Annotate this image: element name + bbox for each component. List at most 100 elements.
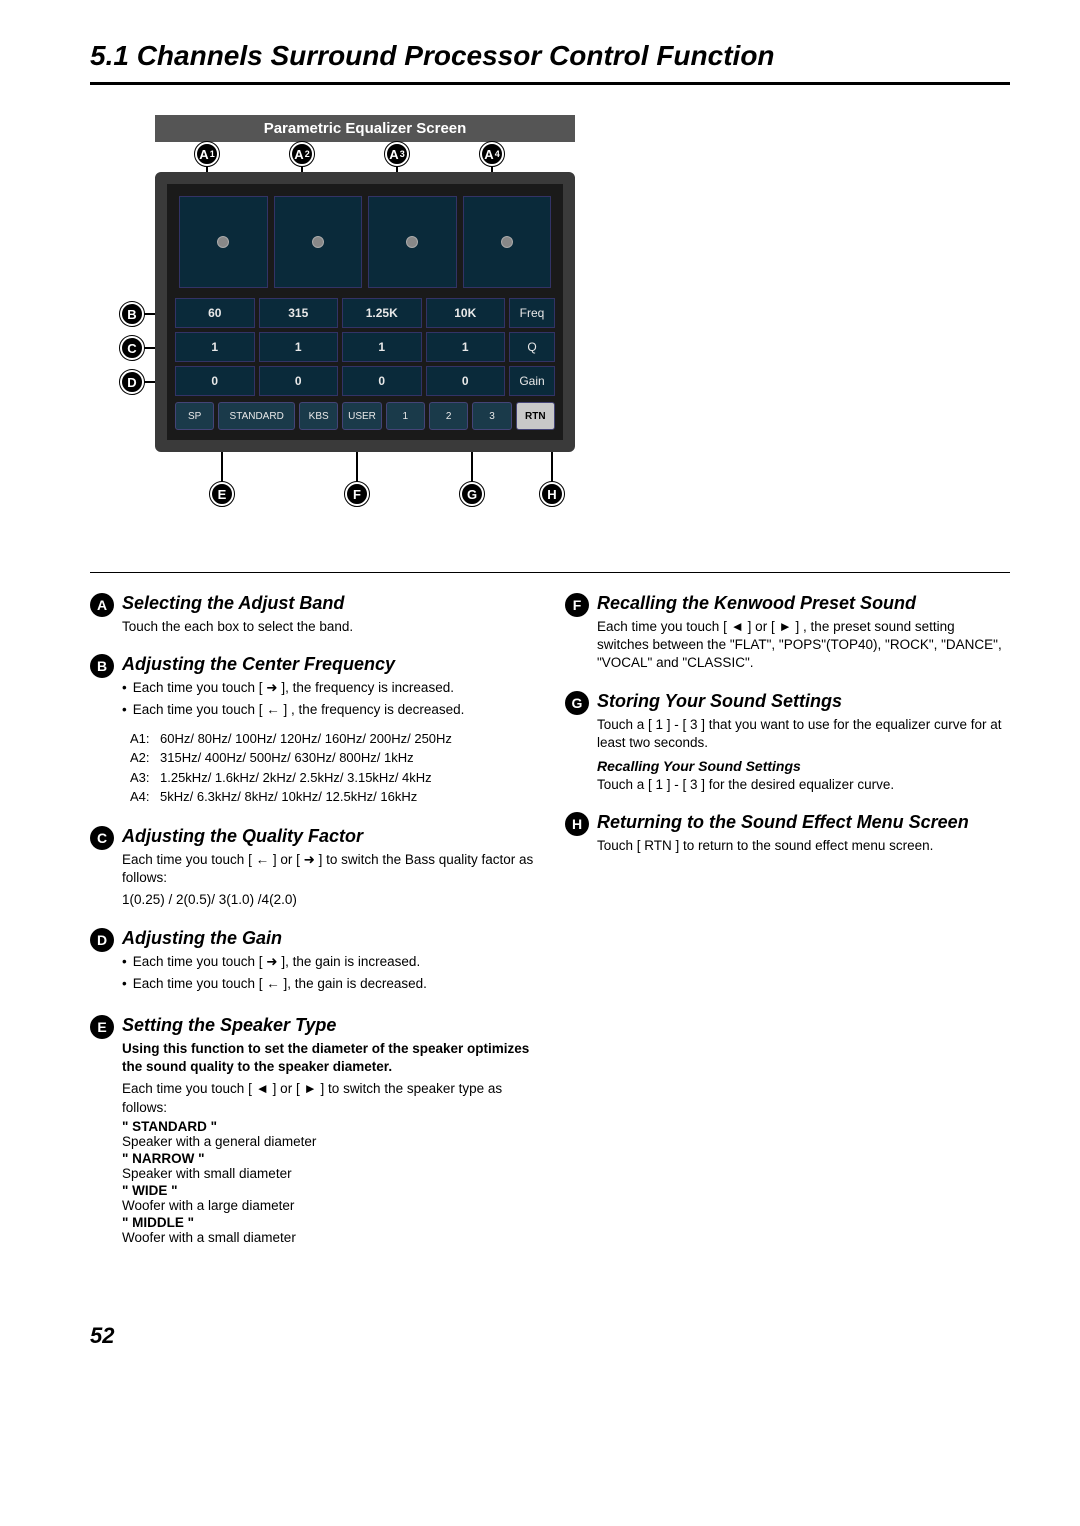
row-label: Freq [509,298,555,328]
badge-g: G [565,691,589,715]
gain-cell[interactable]: 0 [426,366,506,396]
section-divider [90,572,1010,573]
type-desc: Speaker with small diameter [122,1166,535,1181]
callout-d: D [120,370,144,394]
eq-band[interactable] [179,196,268,288]
freq-values: 1.25kHz/ 1.6kHz/ 2kHz/ 2.5kHz/ 3.15kHz/ … [160,769,432,787]
bullet-text: Each time you touch [ ➜ ], the gain is i… [133,953,420,971]
preset-3-button[interactable]: 3 [472,402,511,430]
section-e-intro: Using this function to set the diameter … [122,1040,535,1076]
eq-screen[interactable]: 60 315 1.25K 10K Freq 1 1 1 1 Q 0 0 0 [155,172,575,452]
freq-cell[interactable]: 60 [175,298,255,328]
page-number: 52 [90,1323,1010,1349]
badge-d: D [90,928,114,952]
section-h: H Returning to the Sound Effect Menu Scr… [565,812,1010,855]
section-e-title: Setting the Speaker Type [122,1015,535,1036]
section-c-title: Adjusting the Quality Factor [122,826,535,847]
freq-values: 5kHz/ 6.3kHz/ 8kHz/ 10kHz/ 12.5kHz/ 16kH… [160,788,417,806]
row-label: Gain [509,366,555,396]
section-g: G Storing Your Sound Settings Touch a [ … [565,691,1010,795]
kbs-button[interactable]: KBS [299,402,338,430]
row-label: Q [509,332,555,362]
bullet-text: Each time you touch [ ← ] , the frequenc… [133,701,465,719]
preset-1-button[interactable]: 1 [386,402,425,430]
bullet-text: Each time you touch [ ← ], the gain is d… [133,975,427,993]
q-cell[interactable]: 1 [426,332,506,362]
columns: A Selecting the Adjust Band Touch the ea… [90,593,1010,1263]
row-freq: 60 315 1.25K 10K Freq [175,298,555,328]
section-d: D Adjusting the Gain •Each time you touc… [90,928,535,997]
badge-a: A [90,593,114,617]
section-g-sub-text: Touch a [ 1 ] - [ 3 ] for the desired eq… [597,776,1010,794]
screen-header: Parametric Equalizer Screen [155,115,575,142]
freq-values: 315Hz/ 400Hz/ 500Hz/ 630Hz/ 800Hz/ 1kHz [160,749,414,767]
freq-label: A1: [130,730,160,748]
page-title: 5.1 Channels Surround Processor Control … [90,40,1010,72]
freq-list: A1:60Hz/ 80Hz/ 100Hz/ 120Hz/ 160Hz/ 200H… [130,730,535,806]
freq-label: A2: [130,749,160,767]
callout-a3: A3 [385,142,409,166]
bullet: •Each time you touch [ ← ], the gain is … [122,975,535,993]
callout-h: H [540,482,564,506]
type-name: " NARROW " [122,1151,535,1166]
section-h-text: Touch [ RTN ] to return to the sound eff… [597,837,1010,855]
standard-button[interactable]: STANDARD [218,402,295,430]
section-c-values: 1(0.25) / 2(0.5)/ 3(1.0) /4(2.0) [122,891,535,909]
callout-line [221,452,223,482]
gain-cell[interactable]: 0 [175,366,255,396]
bottom-buttons: SP STANDARD KBS USER 1 2 3 RTN [175,402,555,430]
freq-cell[interactable]: 10K [426,298,506,328]
type-name: " STANDARD " [122,1119,535,1134]
row-gain: 0 0 0 0 Gain [175,366,555,396]
rtn-button[interactable]: RTN [516,402,555,430]
freq-cell[interactable]: 315 [259,298,339,328]
eq-band[interactable] [368,196,457,288]
type-name: " WIDE " [122,1183,535,1198]
section-a-text: Touch the each box to select the band. [122,618,535,636]
section-c: C Adjusting the Quality Factor Each time… [90,826,535,910]
section-b: B Adjusting the Center Frequency •Each t… [90,654,535,808]
screen-area: Parametric Equalizer Screen A1 A2 A3 A4 … [120,115,1010,542]
section-c-text: Each time you touch [ ← ] or [ ➜ ] to sw… [122,851,535,887]
callout-b: B [120,302,144,326]
user-button[interactable]: USER [342,402,381,430]
freq-label: A4: [130,788,160,806]
section-f: F Recalling the Kenwood Preset Sound Eac… [565,593,1010,673]
freq-label: A3: [130,769,160,787]
q-cell[interactable]: 1 [342,332,422,362]
eq-band[interactable] [463,196,552,288]
callout-a1: A1 [195,142,219,166]
section-g-sub-title: Recalling Your Sound Settings [597,758,1010,774]
left-column: A Selecting the Adjust Band Touch the ea… [90,593,535,1263]
badge-e: E [90,1015,114,1039]
gain-cell[interactable]: 0 [259,366,339,396]
section-f-text: Each time you touch [ ◄ ] or [ ► ] , the… [597,618,1010,673]
q-cell[interactable]: 1 [259,332,339,362]
eq-band[interactable] [274,196,363,288]
callout-f: F [345,482,369,506]
callout-e: E [210,482,234,506]
badge-b: B [90,654,114,678]
freq-cell[interactable]: 1.25K [342,298,422,328]
row-q: 1 1 1 1 Q [175,332,555,362]
speaker-types: " STANDARD " Speaker with a general diam… [122,1119,535,1245]
callout-a4: A4 [480,142,504,166]
section-d-title: Adjusting the Gain [122,928,535,949]
badge-f: F [565,593,589,617]
right-column: F Recalling the Kenwood Preset Sound Eac… [565,593,1010,1263]
preset-2-button[interactable]: 2 [429,402,468,430]
sp-button[interactable]: SP [175,402,214,430]
freq-values: 60Hz/ 80Hz/ 100Hz/ 120Hz/ 160Hz/ 200Hz/ … [160,730,452,748]
type-desc: Woofer with a small diameter [122,1230,535,1245]
callout-a2: A2 [290,142,314,166]
q-cell[interactable]: 1 [175,332,255,362]
section-e: E Setting the Speaker Type Using this fu… [90,1015,535,1245]
bullet: •Each time you touch [ ➜ ], the frequenc… [122,679,535,697]
bullet: •Each time you touch [ ← ] , the frequen… [122,701,535,719]
section-f-title: Recalling the Kenwood Preset Sound [597,593,1010,614]
callout-c: C [120,336,144,360]
section-e-text: Each time you touch [ ◄ ] or [ ► ] to sw… [122,1080,535,1116]
type-desc: Speaker with a general diameter [122,1134,535,1149]
gain-cell[interactable]: 0 [342,366,422,396]
section-b-title: Adjusting the Center Frequency [122,654,535,675]
